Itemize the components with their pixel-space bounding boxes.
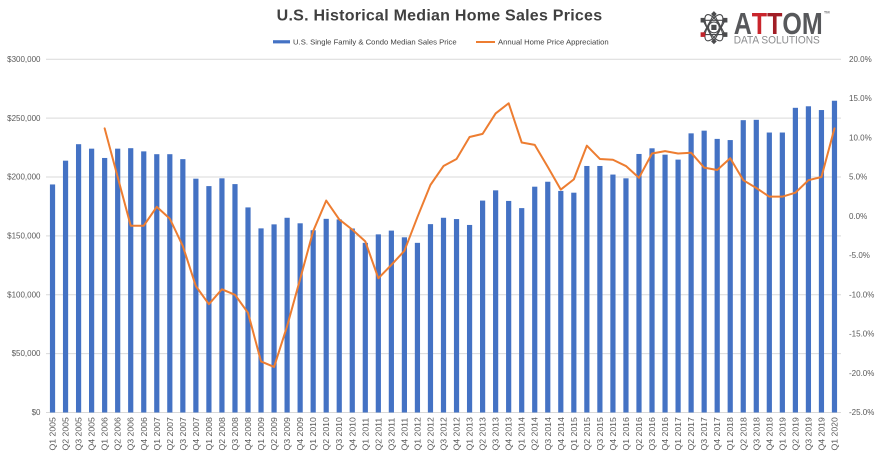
svg-text:Q1 2009: Q1 2009 (256, 417, 266, 450)
svg-text:Q2 2015: Q2 2015 (582, 417, 592, 450)
svg-text:™: ™ (824, 11, 831, 18)
svg-text:-25.0%: -25.0% (849, 408, 874, 417)
svg-text:$200,000: $200,000 (7, 173, 41, 182)
svg-text:Q2 2014: Q2 2014 (530, 417, 540, 450)
svg-text:DATA SOLUTIONS: DATA SOLUTIONS (734, 34, 820, 46)
svg-text:Q4 2014: Q4 2014 (556, 417, 566, 450)
svg-text:Q2 2017: Q2 2017 (686, 417, 696, 450)
svg-text:Q1 2005: Q1 2005 (48, 417, 58, 450)
svg-text:Q4 2006: Q4 2006 (139, 417, 149, 450)
svg-text:Q2 2006: Q2 2006 (113, 417, 123, 450)
svg-text:Q1 2015: Q1 2015 (569, 417, 579, 450)
svg-text:Q4 2007: Q4 2007 (191, 417, 201, 450)
svg-text:Q4 2019: Q4 2019 (816, 417, 826, 450)
svg-text:Q3 2007: Q3 2007 (178, 417, 188, 450)
svg-text:Q1 2020: Q1 2020 (829, 417, 839, 450)
svg-text:U.S. Single Family & Condo Med: U.S. Single Family & Condo Median Sales … (293, 38, 457, 47)
svg-text:Q3 2008: Q3 2008 (230, 417, 240, 450)
svg-text:Q1 2006: Q1 2006 (100, 417, 110, 450)
svg-text:Q4 2013: Q4 2013 (504, 417, 514, 450)
svg-text:Q2 2008: Q2 2008 (217, 417, 227, 450)
svg-text:Q4 2012: Q4 2012 (452, 417, 462, 450)
svg-text:Q4 2018: Q4 2018 (764, 417, 774, 450)
svg-text:Q1 2008: Q1 2008 (204, 417, 214, 450)
svg-text:20.0%: 20.0% (849, 55, 872, 64)
svg-text:Q3 2011: Q3 2011 (386, 418, 396, 451)
svg-text:U.S. Historical Median Home Sa: U.S. Historical Median Home Sales Prices (277, 8, 603, 25)
svg-text:Q1 2010: Q1 2010 (308, 417, 318, 450)
svg-text:Q3 2016: Q3 2016 (647, 417, 657, 450)
svg-text:Q3 2015: Q3 2015 (595, 417, 605, 450)
svg-text:Q1 2007: Q1 2007 (152, 417, 162, 450)
svg-text:Q4 2016: Q4 2016 (660, 417, 670, 450)
svg-text:$150,000: $150,000 (7, 232, 41, 241)
svg-text:Q2 2013: Q2 2013 (478, 417, 488, 450)
svg-text:$250,000: $250,000 (7, 114, 41, 123)
svg-text:Q3 2017: Q3 2017 (699, 417, 709, 450)
svg-text:Q1 2016: Q1 2016 (621, 417, 631, 450)
svg-text:Annual Home Price Appreciation: Annual Home Price Appreciation (498, 38, 609, 47)
svg-text:Q2 2011: Q2 2011 (373, 418, 383, 451)
svg-text:Q4 2010: Q4 2010 (347, 417, 357, 450)
svg-text:-20.0%: -20.0% (849, 369, 874, 378)
svg-text:Q2 2016: Q2 2016 (634, 417, 644, 450)
svg-text:Q3 2018: Q3 2018 (751, 417, 761, 450)
svg-text:-15.0%: -15.0% (849, 330, 874, 339)
svg-text:$0: $0 (32, 408, 41, 417)
svg-text:10.0%: 10.0% (849, 133, 872, 142)
svg-text:Q2 2012: Q2 2012 (425, 417, 435, 450)
svg-text:Q3 2013: Q3 2013 (491, 417, 501, 450)
svg-text:Q4 2015: Q4 2015 (608, 417, 618, 450)
svg-text:Q1 2017: Q1 2017 (673, 417, 683, 450)
svg-text:$50,000: $50,000 (12, 349, 41, 358)
svg-text:Q2 2010: Q2 2010 (321, 417, 331, 450)
svg-text:Q3 2009: Q3 2009 (282, 417, 292, 450)
svg-text:0.0%: 0.0% (849, 212, 867, 221)
svg-text:Q1 2018: Q1 2018 (725, 417, 735, 450)
svg-text:Q2 2019: Q2 2019 (790, 417, 800, 450)
svg-text:Q3 2019: Q3 2019 (803, 417, 813, 450)
svg-text:-10.0%: -10.0% (849, 290, 874, 299)
svg-text:Q2 2009: Q2 2009 (269, 417, 279, 450)
svg-text:Q3 2005: Q3 2005 (74, 417, 84, 450)
svg-text:5.0%: 5.0% (849, 173, 867, 182)
svg-text:Q3 2014: Q3 2014 (543, 417, 553, 450)
svg-text:ATTOM: ATTOM (734, 7, 823, 41)
svg-text:Q2 2007: Q2 2007 (165, 417, 175, 450)
svg-text:Q1 2012: Q1 2012 (412, 417, 422, 450)
svg-text:Q3 2010: Q3 2010 (334, 417, 344, 450)
svg-text:Q4 2008: Q4 2008 (243, 417, 253, 450)
svg-text:Q4 2017: Q4 2017 (712, 417, 722, 450)
svg-text:Q4 2009: Q4 2009 (295, 417, 305, 450)
svg-text:-5.0%: -5.0% (849, 251, 870, 260)
svg-text:$300,000: $300,000 (7, 55, 41, 64)
svg-text:Q3 2012: Q3 2012 (439, 417, 449, 450)
svg-text:Q2 2005: Q2 2005 (61, 417, 71, 450)
svg-text:Q2 2018: Q2 2018 (738, 417, 748, 450)
svg-text:Q1 2013: Q1 2013 (465, 417, 475, 450)
svg-text:Q1 2014: Q1 2014 (517, 417, 527, 450)
svg-text:$100,000: $100,000 (7, 290, 41, 299)
svg-text:15.0%: 15.0% (849, 94, 872, 103)
svg-text:Q1 2011: Q1 2011 (360, 418, 370, 451)
svg-text:Q4 2005: Q4 2005 (87, 417, 97, 450)
svg-text:Q4 2011: Q4 2011 (399, 418, 409, 451)
svg-text:Q3 2006: Q3 2006 (126, 417, 136, 450)
svg-text:Q1 2019: Q1 2019 (777, 417, 787, 450)
